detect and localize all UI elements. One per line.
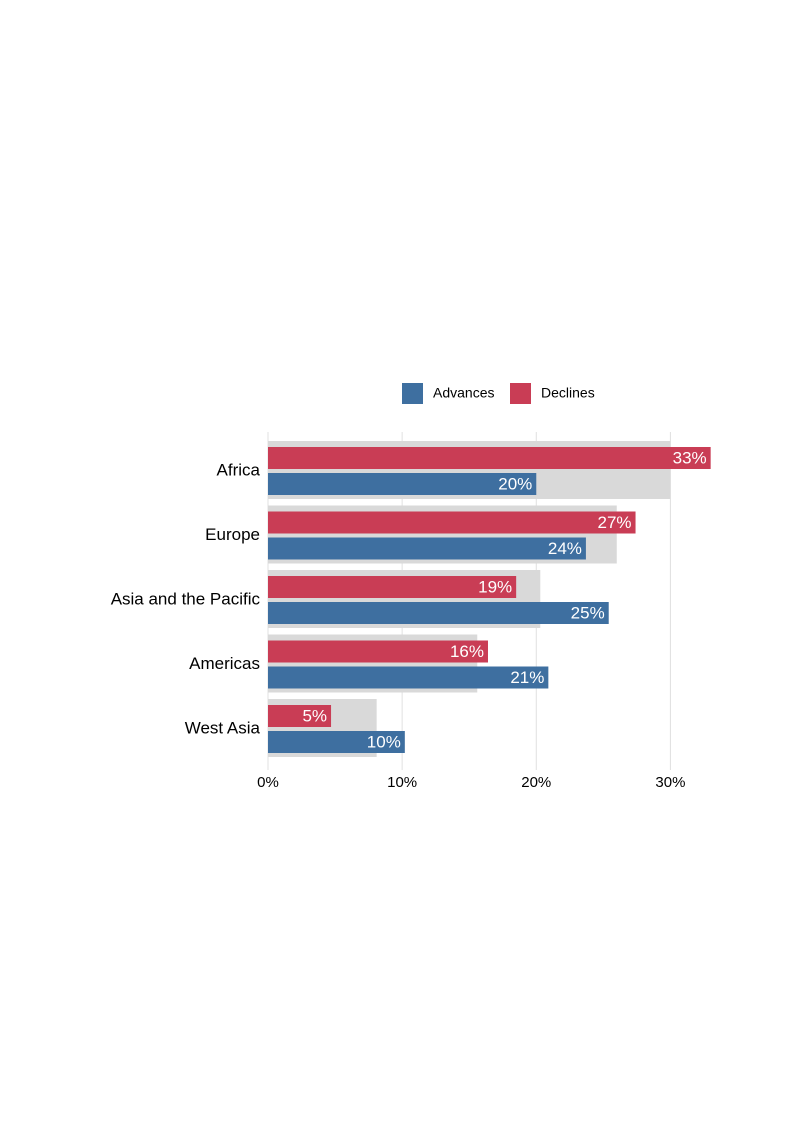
bar <box>268 640 488 663</box>
x-tick-label: 10% <box>387 774 417 791</box>
category-label: Africa <box>217 460 261 479</box>
value-label: 21% <box>510 668 544 687</box>
value-label: 20% <box>498 474 532 493</box>
legend-label: Declines <box>541 385 595 401</box>
category-label: West Asia <box>185 718 261 737</box>
bar <box>268 447 711 469</box>
x-tick-label: 0% <box>257 774 279 791</box>
bar <box>268 602 609 624</box>
legend-label: Advances <box>433 385 494 401</box>
bar <box>268 666 549 689</box>
value-label: 5% <box>302 706 327 725</box>
bar <box>268 537 586 560</box>
value-label: 19% <box>478 577 512 596</box>
legend-swatch <box>402 383 423 404</box>
value-label: 27% <box>598 513 632 532</box>
value-label: 10% <box>367 732 401 751</box>
category-label: Americas <box>189 654 260 673</box>
value-label: 16% <box>450 642 484 661</box>
bar <box>268 511 636 534</box>
value-label: 24% <box>548 539 582 558</box>
legend-swatch <box>510 383 531 404</box>
category-label: Asia and the Pacific <box>111 589 261 608</box>
bar <box>268 576 517 598</box>
category-label: Europe <box>205 525 260 544</box>
value-label: 25% <box>571 603 605 622</box>
value-label: 33% <box>673 448 707 467</box>
bar <box>268 731 405 753</box>
bar <box>268 705 332 727</box>
x-tick-label: 20% <box>521 774 551 791</box>
bar <box>268 473 537 495</box>
x-tick-label: 30% <box>655 774 685 791</box>
